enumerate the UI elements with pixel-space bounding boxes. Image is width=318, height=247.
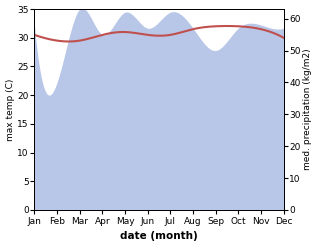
Y-axis label: med. precipitation (kg/m2): med. precipitation (kg/m2): [303, 49, 313, 170]
X-axis label: date (month): date (month): [120, 231, 198, 242]
Y-axis label: max temp (C): max temp (C): [5, 78, 15, 141]
